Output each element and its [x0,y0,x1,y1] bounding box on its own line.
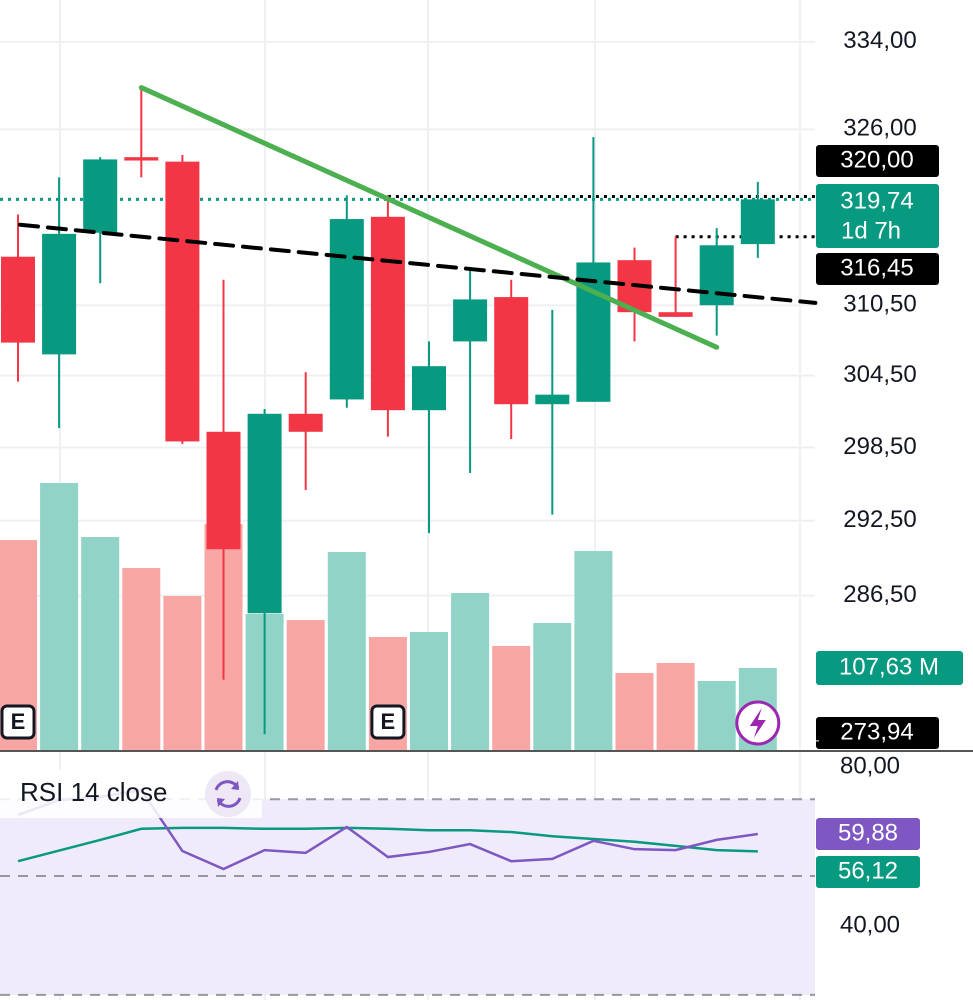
rsi-tag-label: 56,12 [838,857,898,884]
event-marker [0,704,36,740]
y-tick-label: 80,00 [840,752,900,779]
y-tick-label: 326,00 [843,115,916,142]
rsi-tag [816,818,920,850]
rsi-tag-label: 59,88 [838,819,898,846]
candle-body [658,312,693,317]
candle-body [83,159,118,233]
y-tick-label: 304,50 [843,361,916,388]
candle-body [42,233,77,355]
candle-body [329,219,364,400]
price-tag [816,145,939,177]
price-tag-countdown: 1d 7h [841,217,901,244]
y-tick-label: 40,00 [840,911,900,938]
volume-bar [451,592,490,750]
price-tag-label: 273,94 [840,718,913,745]
volume-bar [81,536,120,750]
alert-icon-bolt [749,708,766,738]
candle-body [535,394,570,405]
volume-bar [122,568,161,750]
volume-tag-label: 107,63 M [839,653,939,680]
volume-bar [574,551,613,750]
y-tick-label: 298,50 [843,433,916,460]
candle-body [370,216,405,411]
volume-bar [286,620,325,750]
candle-body [206,431,241,550]
price-tag-label: 319,74 [840,187,913,214]
volume-bar [697,680,736,750]
candle-body [412,366,446,411]
volume-bar [615,672,654,750]
candle-body [494,297,529,405]
rsi-band [0,799,815,995]
volume-bar [40,482,79,750]
event-marker-label: E [381,709,396,734]
event-marker-label: E [11,709,26,734]
volume-bar [163,596,202,750]
candle-body [453,299,488,342]
price-tag-label: 316,45 [840,254,913,281]
volume-bar [492,646,531,750]
volume-bar [533,623,572,750]
volume-tag [816,651,963,686]
y-tick-label: 286,50 [843,581,916,608]
candle-body [247,413,282,614]
price-tag [816,253,939,285]
rsi-title: RSI 14 close [20,777,167,807]
volume-bar [327,552,366,750]
y-tick-label: 310,50 [843,291,916,318]
rsi-line [17,826,758,863]
event-marker [370,704,406,740]
y-tick-label: 334,00 [843,27,916,54]
candle-body [124,157,159,161]
candle-body [740,199,775,245]
rsi-settings-icon[interactable] [205,771,251,817]
candle-body [165,161,200,442]
rsi-settings-arrowheads [217,781,239,807]
trendline [138,85,720,350]
candle-body [1,256,35,343]
candle-body [288,413,323,432]
price-tag [816,184,939,248]
y-tick-label: 292,50 [843,506,916,533]
volume-bar [410,631,448,750]
trendline [18,222,818,305]
rsi-tag [816,856,920,888]
price-tag [816,717,939,749]
volume-bar [656,663,695,750]
price-tag-label: 320,00 [840,146,913,173]
